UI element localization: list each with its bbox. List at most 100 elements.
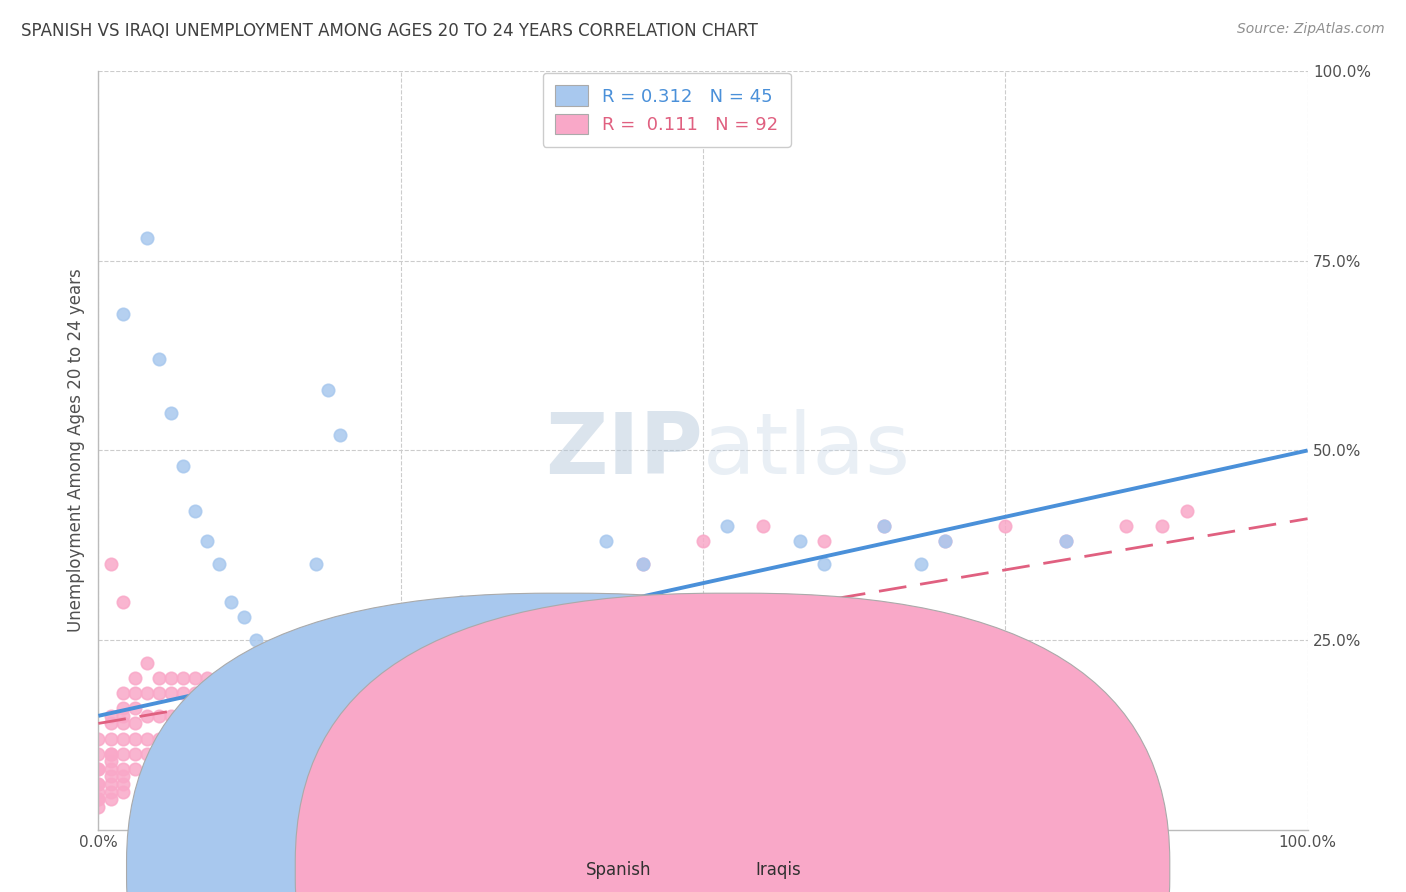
Point — [281, 671, 304, 685]
Text: Spanish: Spanish — [586, 861, 652, 879]
Point — [813, 557, 835, 572]
Point — [160, 405, 183, 420]
Point — [87, 762, 110, 776]
Point — [135, 747, 157, 761]
Point — [426, 656, 449, 670]
Point — [353, 633, 375, 648]
Point — [148, 671, 170, 685]
Point — [208, 686, 231, 700]
Text: atlas: atlas — [703, 409, 911, 492]
Point — [631, 557, 654, 572]
Point — [221, 595, 243, 609]
Point — [195, 686, 218, 700]
Point — [111, 307, 134, 321]
Point — [450, 633, 472, 648]
Point — [571, 595, 593, 609]
Point — [474, 656, 496, 670]
Point — [111, 708, 134, 723]
Point — [934, 534, 956, 549]
Point — [994, 519, 1017, 533]
Point — [100, 769, 122, 784]
Point — [668, 686, 690, 700]
Point — [184, 686, 207, 700]
Point — [389, 656, 412, 670]
Point — [486, 686, 509, 700]
Point — [269, 686, 291, 700]
Point — [160, 708, 183, 723]
Point — [910, 557, 932, 572]
Point — [1054, 534, 1077, 549]
Point — [269, 671, 291, 685]
Point — [135, 686, 157, 700]
Point — [510, 610, 533, 624]
Point — [135, 656, 157, 670]
Point — [148, 352, 170, 367]
Point — [87, 792, 110, 806]
Point — [100, 777, 122, 791]
Point — [510, 671, 533, 685]
Point — [172, 458, 194, 473]
Point — [124, 731, 146, 746]
Point — [111, 762, 134, 776]
Point — [124, 671, 146, 685]
Point — [221, 671, 243, 685]
Point — [100, 785, 122, 799]
Point — [124, 686, 146, 700]
Text: Source: ZipAtlas.com: Source: ZipAtlas.com — [1237, 22, 1385, 37]
Point — [111, 785, 134, 799]
Point — [148, 686, 170, 700]
Point — [316, 686, 339, 700]
Point — [837, 708, 859, 723]
Point — [208, 557, 231, 572]
Point — [111, 777, 134, 791]
Point — [100, 708, 122, 723]
Point — [232, 686, 254, 700]
Point — [100, 762, 122, 776]
Point — [595, 534, 617, 549]
Point — [148, 708, 170, 723]
Point — [413, 671, 436, 685]
Point — [1175, 504, 1198, 518]
Point — [87, 762, 110, 776]
Point — [100, 557, 122, 572]
Point — [934, 534, 956, 549]
Point — [160, 731, 183, 746]
Point — [245, 671, 267, 685]
Point — [329, 671, 352, 685]
Point — [111, 686, 134, 700]
Point — [305, 671, 328, 685]
Point — [87, 777, 110, 791]
Point — [87, 777, 110, 791]
Point — [184, 504, 207, 518]
Point — [547, 708, 569, 723]
Point — [571, 731, 593, 746]
Point — [111, 769, 134, 784]
Point — [124, 701, 146, 715]
Point — [813, 534, 835, 549]
Point — [292, 686, 315, 700]
Point — [426, 708, 449, 723]
Point — [100, 747, 122, 761]
Point — [1115, 519, 1137, 533]
Point — [873, 519, 896, 533]
Point — [256, 686, 278, 700]
Point — [100, 731, 122, 746]
Point — [692, 633, 714, 648]
Point — [631, 557, 654, 572]
Point — [232, 610, 254, 624]
Point — [111, 595, 134, 609]
Point — [692, 534, 714, 549]
Text: Iraqis: Iraqis — [755, 861, 801, 879]
Point — [1054, 534, 1077, 549]
Point — [100, 755, 122, 769]
Point — [124, 762, 146, 776]
Point — [87, 792, 110, 806]
Point — [184, 671, 207, 685]
Text: ZIP: ZIP — [546, 409, 703, 492]
Point — [172, 671, 194, 685]
Text: SPANISH VS IRAQI UNEMPLOYMENT AMONG AGES 20 TO 24 YEARS CORRELATION CHART: SPANISH VS IRAQI UNEMPLOYMENT AMONG AGES… — [21, 22, 758, 40]
Point — [256, 656, 278, 670]
Point — [994, 747, 1017, 761]
Point — [873, 519, 896, 533]
Point — [111, 716, 134, 731]
